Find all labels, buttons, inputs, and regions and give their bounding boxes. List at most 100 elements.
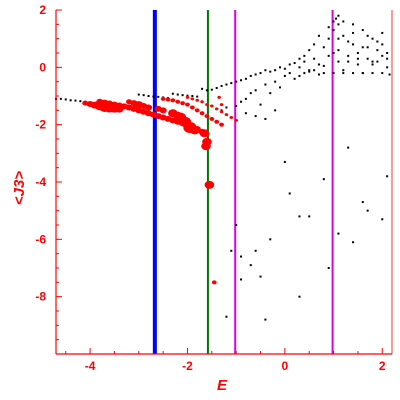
black-point [215,86,218,89]
black-point [381,72,384,75]
black-point [327,26,330,29]
x-tick-label: 0 [282,359,289,373]
black-point [371,60,374,63]
black-point [386,52,389,54]
black-point [332,72,335,75]
black-point [337,49,340,52]
black-point [279,86,281,89]
black-point [249,74,252,77]
black-point [137,93,140,96]
black-point [317,63,320,66]
black-point [225,83,228,86]
black-point [235,80,238,83]
x-tick-label: -2 [182,359,193,373]
black-point [342,34,345,37]
black-point [269,92,272,95]
black-point [240,278,243,281]
red-point [224,113,229,117]
black-point [342,69,345,72]
black-point [74,99,77,102]
red-point [165,97,171,102]
black-point [293,77,296,80]
black-point [147,95,150,97]
black-point [186,94,189,97]
black-point [244,97,247,100]
red-point [210,104,214,108]
black-point [347,146,350,149]
black-point [303,54,306,57]
black-point [298,215,301,218]
red-point [214,107,219,111]
black-point [210,88,213,91]
red-point [170,98,176,103]
black-point [347,54,350,57]
vertical-lines [152,10,334,354]
red-point [211,280,217,285]
black-point [352,31,355,34]
black-point [322,72,325,75]
black-point [64,98,67,101]
black-point [366,57,369,60]
black-point [283,67,286,70]
black-point [274,80,277,83]
black-point [225,106,228,109]
black-point [240,79,243,82]
red-point [205,103,209,107]
x-tick-label: -4 [85,359,96,373]
black-point [376,40,379,43]
black-point [244,112,247,115]
black-point [249,264,252,267]
y-tick-label: 0 [39,60,46,74]
red-point [185,95,190,99]
black-point [254,73,257,76]
black-point [205,89,208,92]
black-point [356,63,359,66]
black-point [254,249,257,252]
red-point [219,103,224,107]
black-point [366,46,369,49]
black-point [388,73,391,76]
red-point [160,96,166,101]
black-point [332,20,335,23]
black-point [335,17,337,20]
black-point [176,93,179,96]
black-point [79,100,82,103]
black-point [366,209,369,212]
red-point [209,116,215,121]
black-point [240,100,243,103]
black-point [288,72,291,75]
black-point [371,63,374,66]
black-point [196,95,199,98]
black-point [181,94,184,97]
black-point [308,49,311,52]
black-point [322,64,325,67]
black-point [254,89,257,92]
black-point [264,69,267,72]
black-point [254,115,257,118]
y-tick-label: 2 [39,3,46,17]
black-point [332,52,335,54]
red-point [189,126,200,135]
black-point [279,66,281,69]
black-point [342,72,345,75]
red-point [201,142,211,151]
black-point [381,31,384,34]
black-point [361,201,364,204]
black-point [308,70,311,73]
black-point [313,43,316,46]
y-tick-label: -8 [35,290,46,304]
black-point [352,241,355,244]
y-axis-title: <J3> [11,171,28,205]
black-point [332,29,335,32]
black-point [303,60,306,63]
black-point [269,238,272,241]
black-point [230,249,233,252]
red-point [219,110,224,114]
black-point [235,224,238,226]
red-point [115,105,124,113]
black-point [322,178,325,181]
black-point [220,84,223,87]
x-tick-label: 2 [379,359,386,373]
black-point [191,95,194,97]
